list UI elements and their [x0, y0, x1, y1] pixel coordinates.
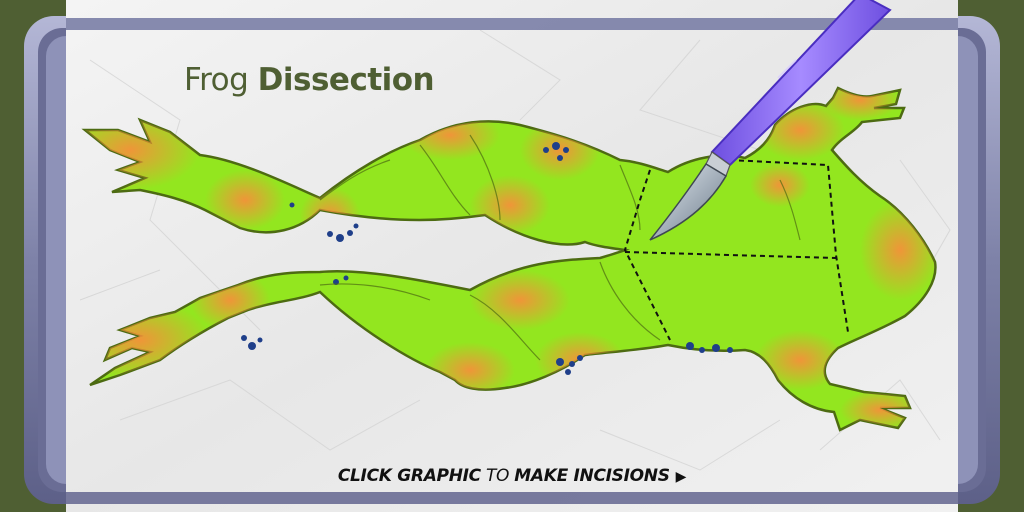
- instruction-part3: MAKE INCISIONS: [514, 466, 670, 486]
- title-prefix: Frog: [184, 62, 249, 98]
- tray-bottom-lip: [66, 492, 958, 504]
- incision-guides: [623, 159, 849, 341]
- frog-muscle-lines: [319, 134, 801, 361]
- frog-spots: [241, 142, 733, 375]
- instruction-part2: TO: [485, 466, 510, 486]
- page-title: Frog Dissection: [184, 62, 435, 98]
- tray-top-lip: [66, 18, 958, 30]
- play-triangle-icon: ▶: [675, 469, 687, 485]
- instruction-part1: CLICK GRAPHIC: [337, 466, 481, 486]
- scalpel-icon[interactable]: [649, 0, 892, 241]
- instruction-text[interactable]: CLICK GRAPHIC TO MAKE INCISIONS ▶: [0, 466, 1024, 486]
- title-emphasis: Dissection: [257, 62, 435, 98]
